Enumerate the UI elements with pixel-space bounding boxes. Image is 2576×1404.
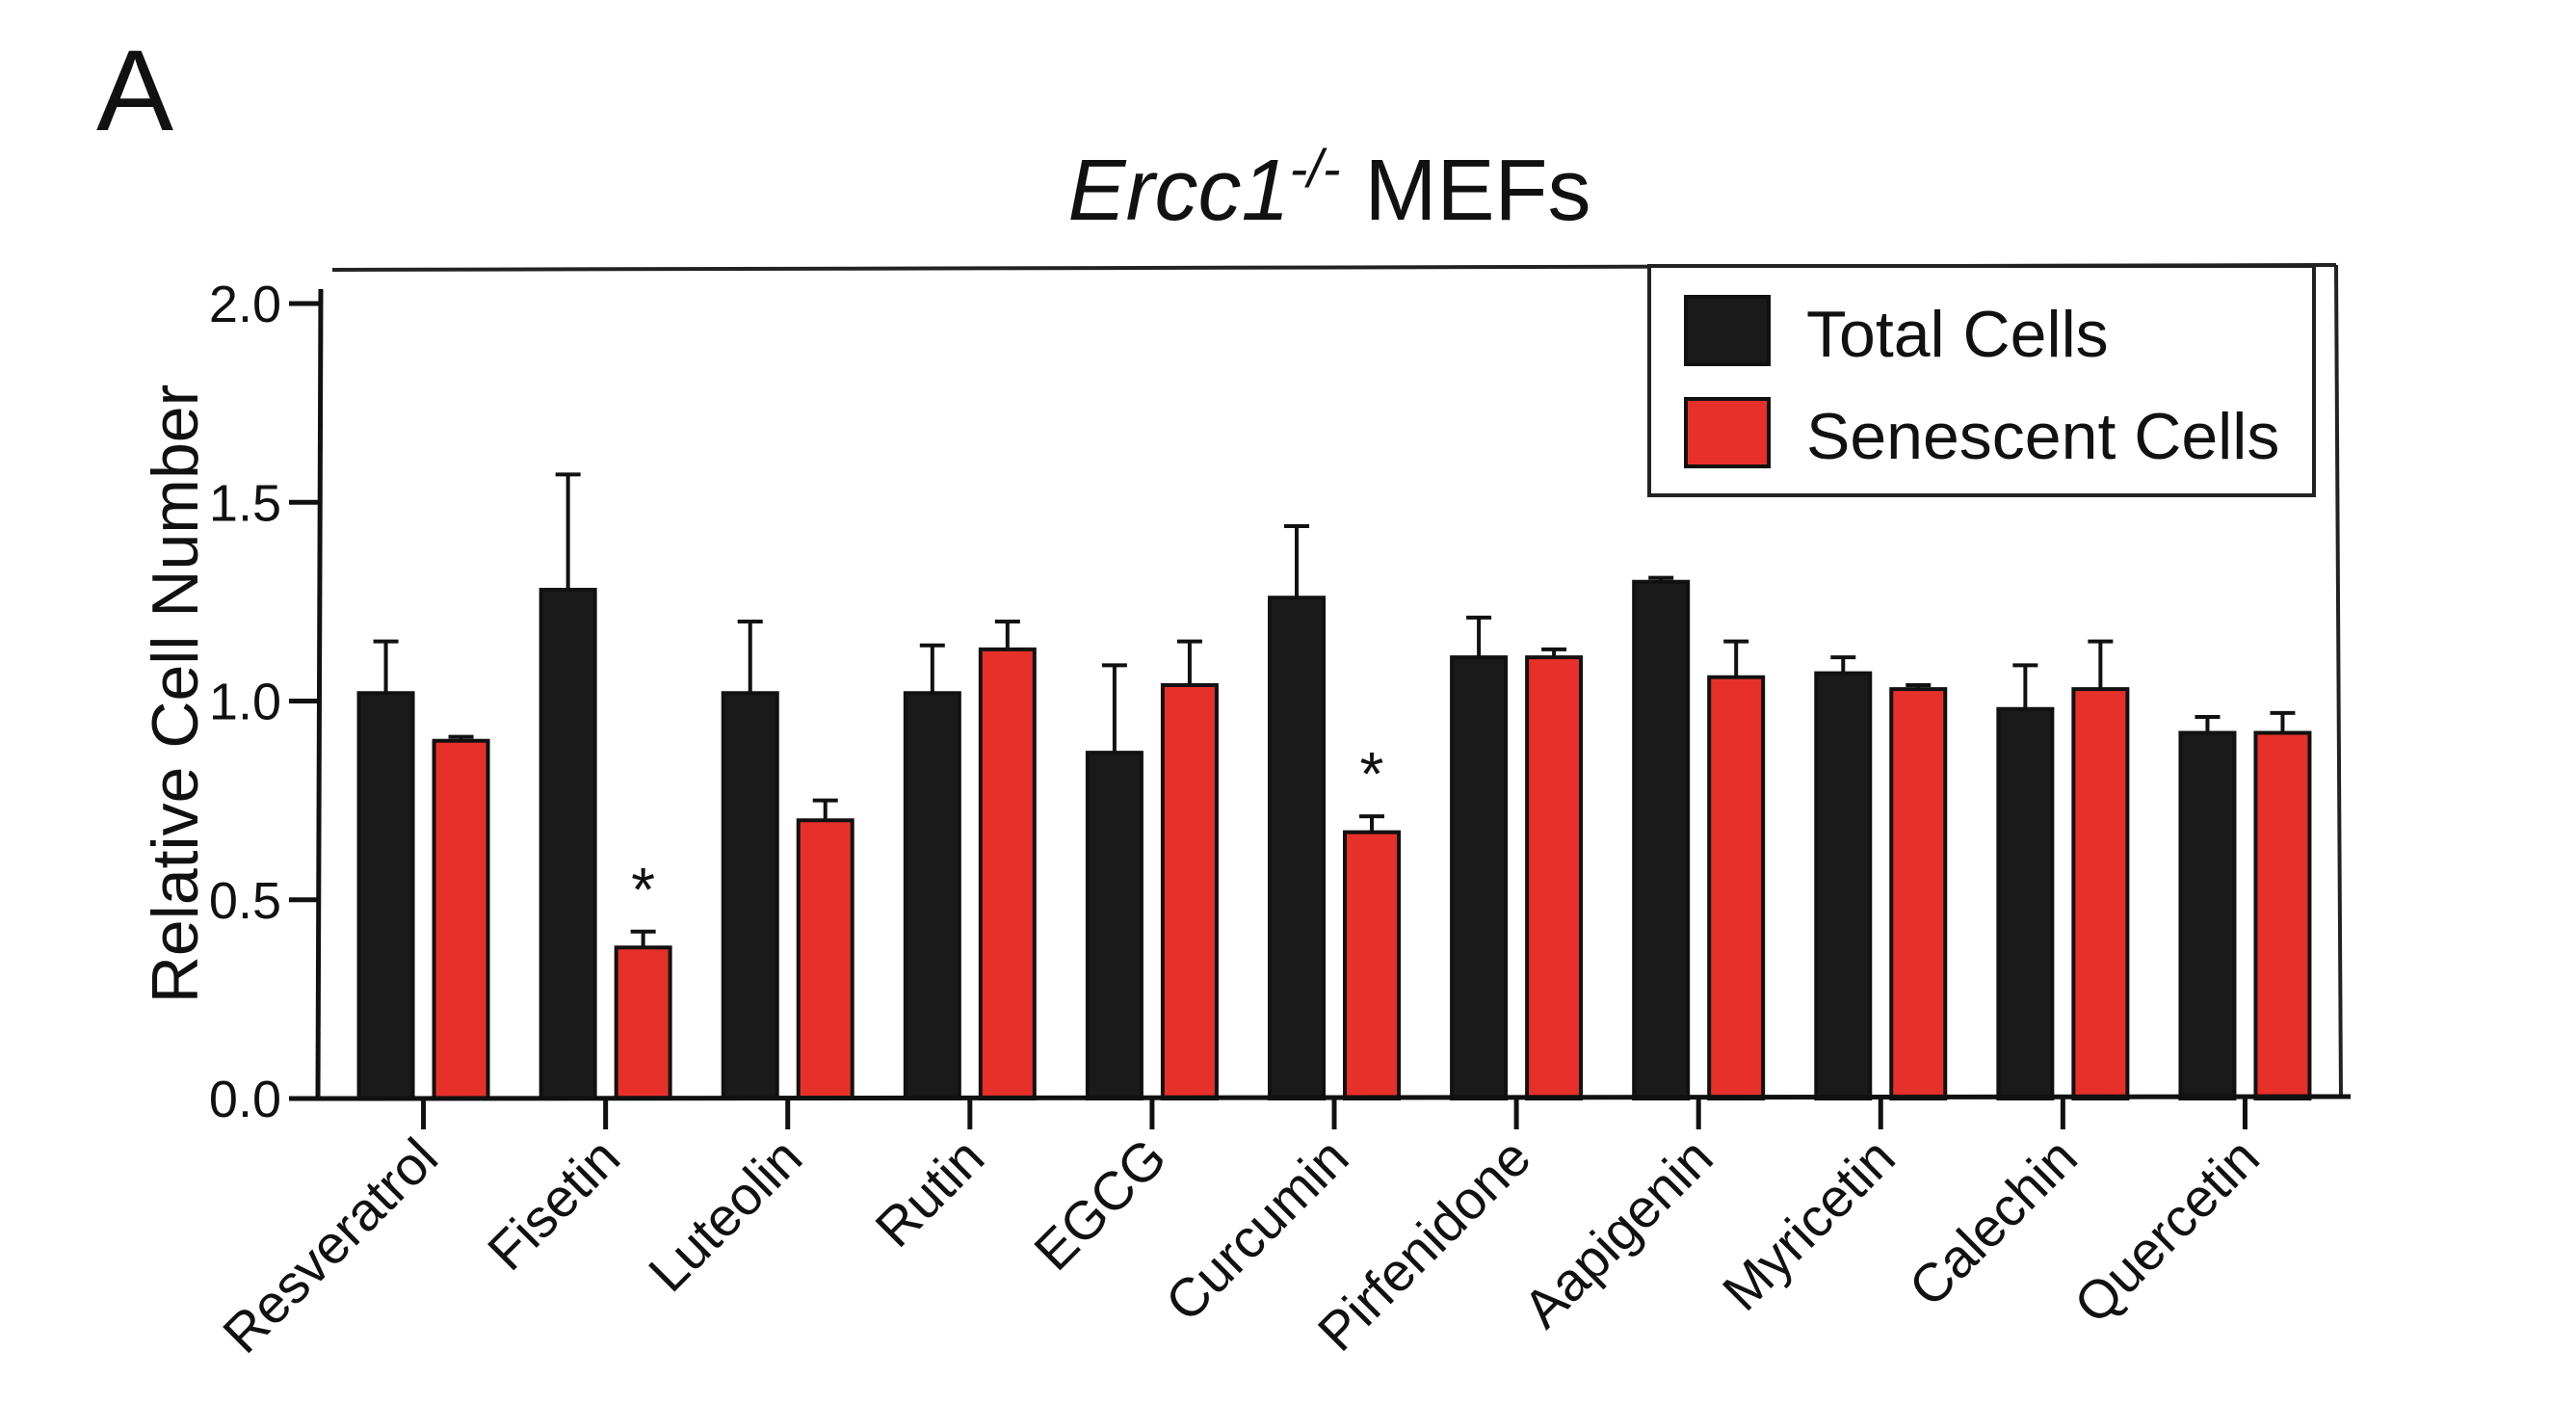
- bar-calechin-senescent: [2071, 687, 2130, 1100]
- chart-title-superscript: -/-: [1290, 138, 1341, 199]
- bar-rutin-total: [903, 691, 961, 1100]
- bar-luteolin-total: [721, 691, 779, 1100]
- y-axis-label: Relative Cell Number: [139, 384, 212, 1003]
- bar-fisetin-total: [539, 588, 597, 1100]
- x-axis-line: [317, 1094, 2352, 1101]
- legend: Total Cells Senescent Cells: [1647, 264, 2316, 497]
- bar-pirfenidone-senescent: [1525, 655, 1584, 1100]
- bar-quercetin-total: [2178, 730, 2237, 1100]
- bar-luteolin-senescent: [796, 818, 854, 1100]
- bar-calechin-total: [1996, 706, 2055, 1100]
- bar-pirfenidone-total: [1450, 655, 1509, 1100]
- significance-mark-fisetin: *: [631, 855, 655, 924]
- legend-swatch-total-cells: [1684, 295, 1771, 366]
- bar-egcg-senescent: [1160, 683, 1219, 1100]
- chart-title: Ercc1-/- MEFs: [1068, 138, 1591, 239]
- bar-quercetin-senescent: [2253, 730, 2312, 1100]
- bar-myricetin-total: [1814, 671, 1873, 1100]
- y-axis-line: [315, 288, 324, 1099]
- error-bars-layer: [373, 472, 2296, 948]
- bar-aapigenin-total: [1632, 579, 1691, 1100]
- panel-label: A: [96, 26, 173, 155]
- significance-mark-curcumin: *: [1360, 739, 1384, 808]
- bar-curcumin-senescent: [1343, 830, 1401, 1100]
- significance-markers: **: [631, 739, 1383, 924]
- legend-swatch-senescent-cells: [1684, 397, 1771, 468]
- bar-aapigenin-senescent: [1707, 675, 1766, 1100]
- bar-resveratrol-senescent: [432, 738, 490, 1100]
- bar-myricetin-senescent: [1889, 687, 1948, 1100]
- legend-label-total-cells: Total Cells: [1806, 298, 2109, 371]
- bar-rutin-senescent: [978, 647, 1037, 1100]
- chart-title-rest: MEFs: [1340, 143, 1590, 239]
- y-tick-label-2: 1.0: [209, 674, 281, 731]
- y-tick-label-1: 0.5: [209, 872, 281, 930]
- bar-resveratrol-total: [356, 691, 415, 1100]
- chart-title-gene: Ercc1: [1068, 143, 1290, 239]
- y-tick-label-3: 1.5: [209, 474, 281, 532]
- y-tick-label-4: 2.0: [209, 276, 281, 333]
- bars-layer: [356, 579, 2312, 1100]
- bar-egcg-total: [1085, 751, 1143, 1100]
- bar-curcumin-total: [1268, 596, 1326, 1100]
- bar-fisetin-senescent: [614, 945, 672, 1100]
- plot-frame-right: [2334, 264, 2343, 1099]
- legend-label-senescent-cells: Senescent Cells: [1806, 400, 2279, 473]
- y-axis-ticks: 0.0 0.5 1.0 1.5 2.0: [209, 276, 321, 1128]
- y-tick-label-0: 0.0: [209, 1071, 281, 1128]
